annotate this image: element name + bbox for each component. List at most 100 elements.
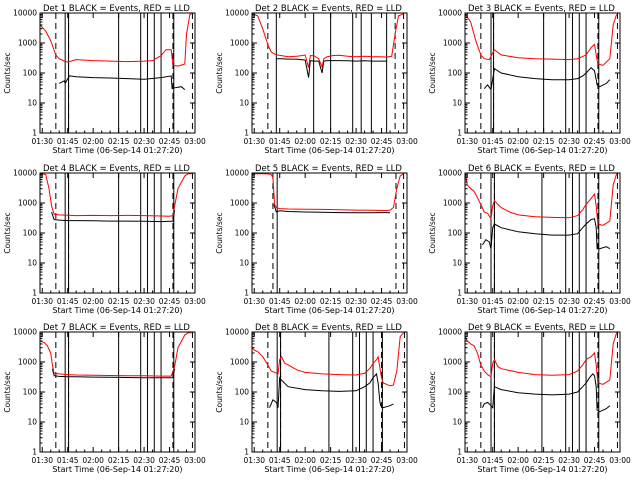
y-tick-label: 10	[452, 418, 462, 427]
x-tick-label: 03:00	[396, 297, 418, 306]
x-tick-label: 02:45	[584, 137, 606, 146]
y-tick-label: 10	[452, 99, 462, 108]
x-tick-label: 02:00	[82, 297, 104, 306]
y-tick-label: 100	[235, 388, 250, 397]
plot-frame	[251, 172, 408, 294]
chart-panel-8: 01:30 01:45 02:00 02:15 02:30 02:45 03:00 1 10 10…	[215, 323, 418, 474]
series-line-lld	[40, 13, 192, 67]
series-line-lld	[252, 173, 404, 212]
y-tick-label: 1	[457, 448, 462, 457]
chart-panel-6: 01:30 01:45 02:00 02:15 02:30 02:45 03:00 1 10 10…	[428, 164, 631, 315]
x-tick-label: 01:45	[57, 137, 79, 146]
y-tick-label: 1000	[443, 39, 462, 48]
x-tick-label: 02:30	[345, 456, 367, 465]
y-tick-label: 10000	[438, 169, 462, 178]
chart-title: Det 9 BLACK = Events, RED = LLD	[468, 323, 615, 333]
x-tick-label: 03:00	[609, 297, 631, 306]
y-tick-label: 1000	[230, 199, 249, 208]
x-tick-label: 02:30	[345, 297, 367, 306]
x-tick-label: 01:30	[31, 137, 53, 146]
y-tick-label: 1000	[18, 358, 37, 367]
x-tick-label: 02:45	[159, 456, 181, 465]
y-tick-label: 10	[452, 259, 462, 268]
x-tick-label: 02:15	[320, 297, 342, 306]
series-line-lld	[40, 173, 192, 217]
series-line-lld	[40, 332, 192, 377]
plot-frame	[464, 12, 621, 134]
y-tick-label: 10	[239, 418, 249, 427]
y-axis-label: Counts/sec	[215, 371, 224, 412]
x-tick-label: 02:00	[507, 297, 529, 306]
x-tick-label: 02:45	[371, 137, 393, 146]
chart-panel-9: 01:30 01:45 02:00 02:15 02:30 02:45 03:00 1 10 10…	[428, 323, 631, 474]
chart-panel-1: 01:30 01:45 02:00 02:15 02:30 02:45 03:00 1 10 10…	[3, 4, 206, 155]
x-tick-label: 02:00	[294, 456, 316, 465]
x-tick-label: 03:00	[609, 456, 631, 465]
x-tick-label: 02:15	[108, 297, 130, 306]
x-tick-label: 03:00	[396, 137, 418, 146]
plot-content	[40, 173, 193, 293]
y-axis-label: Counts/sec	[428, 371, 437, 412]
y-tick-label: 100	[235, 69, 250, 78]
x-tick-label: 01:30	[243, 137, 265, 146]
plot-content	[40, 13, 193, 133]
y-tick-label: 100	[448, 388, 463, 397]
x-tick-label: 01:30	[456, 456, 478, 465]
x-tick-label: 02:00	[82, 456, 104, 465]
x-tick-label: 03:00	[184, 456, 206, 465]
y-tick-label: 1000	[230, 358, 249, 367]
y-tick-label: 1000	[18, 199, 37, 208]
x-tick-label: 02:30	[133, 456, 155, 465]
y-tick-label: 1000	[443, 199, 462, 208]
series-line-lld	[465, 14, 618, 66]
x-tick-label: 02:00	[82, 137, 104, 146]
series-line-lld	[465, 173, 618, 226]
series-line-lld	[252, 13, 404, 69]
y-tick-label: 10000	[13, 9, 37, 18]
y-tick-label: 1	[457, 129, 462, 138]
x-tick-label: 03:00	[396, 456, 418, 465]
x-tick-label: 02:30	[133, 137, 155, 146]
x-tick-label: 02:30	[133, 297, 155, 306]
chart-title: Det 8 BLACK = Events, RED = LLD	[255, 323, 402, 333]
chart-title: Det 5 BLACK = Events, RED = LLD	[255, 164, 402, 174]
plot-content	[252, 332, 405, 452]
x-tick-label: 02:15	[533, 456, 555, 465]
series-line-events	[58, 75, 186, 90]
x-axis-label: Start Time (06-Sep-14 01:27:20)	[264, 465, 394, 474]
plot-content	[252, 13, 405, 133]
y-tick-label: 100	[23, 388, 38, 397]
x-tick-label: 01:30	[31, 456, 53, 465]
y-axis-label: Counts/sec	[215, 212, 224, 253]
x-tick-label: 02:30	[558, 137, 580, 146]
x-tick-label: 02:45	[371, 297, 393, 306]
chart-title: Det 4 BLACK = Events, RED = LLD	[43, 164, 190, 174]
series-line-events	[482, 373, 611, 413]
y-tick-label: 10000	[225, 328, 249, 337]
plot-frame	[39, 12, 196, 134]
x-axis-label: Start Time (06-Sep-14 01:27:20)	[477, 465, 607, 474]
y-tick-label: 1	[32, 448, 37, 457]
x-tick-label: 01:30	[243, 456, 265, 465]
y-tick-label: 1000	[230, 39, 249, 48]
series-line-lld	[252, 332, 404, 387]
y-axis-label: Counts/sec	[428, 52, 437, 93]
x-tick-label: 01:45	[269, 456, 291, 465]
x-tick-label: 03:00	[184, 297, 206, 306]
y-axis-label: Counts/sec	[3, 212, 12, 253]
x-tick-label: 02:45	[371, 456, 393, 465]
series-line-events	[51, 368, 176, 379]
y-tick-label: 1	[244, 448, 249, 457]
x-tick-label: 01:45	[269, 137, 291, 146]
x-tick-label: 02:00	[294, 297, 316, 306]
x-tick-label: 03:00	[609, 137, 631, 146]
plot-content	[465, 173, 618, 293]
chart-panel-5: 01:30 01:45 02:00 02:15 02:30 02:45 03:00 1 10 10…	[215, 164, 418, 315]
y-axis-label: Counts/sec	[428, 212, 437, 253]
chart-title: Det 3 BLACK = Events, RED = LLD	[468, 4, 615, 14]
x-axis-label: Start Time (06-Sep-14 01:27:20)	[52, 306, 182, 315]
x-tick-label: 03:00	[184, 137, 206, 146]
x-tick-label: 01:45	[57, 456, 79, 465]
y-tick-label: 10	[27, 99, 37, 108]
